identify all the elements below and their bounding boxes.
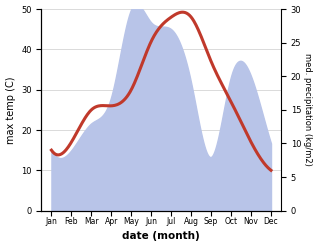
Y-axis label: med. precipitation (kg/m2): med. precipitation (kg/m2): [303, 53, 313, 166]
Y-axis label: max temp (C): max temp (C): [5, 76, 16, 144]
X-axis label: date (month): date (month): [122, 231, 200, 242]
